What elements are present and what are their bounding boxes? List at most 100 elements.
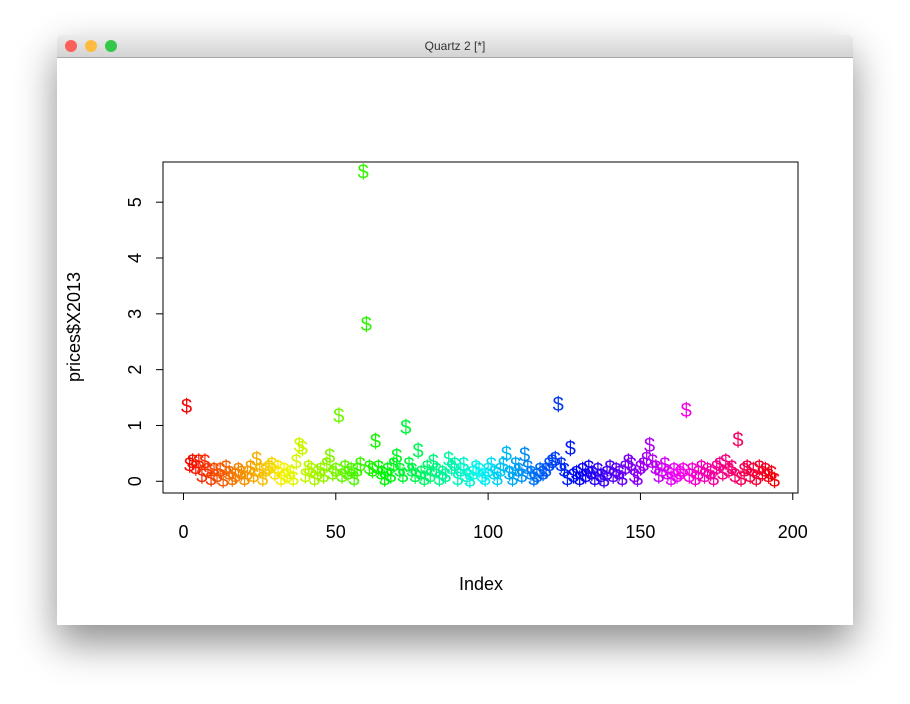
point: $ — [239, 468, 250, 490]
point: $ — [717, 463, 728, 485]
point: $ — [754, 457, 765, 479]
point: $ — [275, 468, 286, 490]
point: $ — [659, 455, 670, 477]
point: $ — [614, 463, 625, 485]
point: $ — [751, 468, 762, 490]
point: $ — [416, 463, 427, 485]
point: $ — [309, 468, 320, 490]
point: $ — [534, 460, 545, 482]
point: $ — [745, 466, 756, 488]
point: $ — [473, 460, 484, 482]
point: $ — [732, 429, 743, 451]
point: $ — [385, 466, 396, 488]
point: $ — [452, 468, 463, 490]
point: $ — [611, 460, 622, 482]
point: $ — [553, 394, 564, 416]
point: $ — [358, 161, 369, 183]
point: $ — [443, 449, 454, 471]
point: $ — [361, 314, 372, 336]
point: $ — [251, 449, 262, 471]
point: $ — [586, 463, 597, 485]
point: $ — [400, 417, 411, 439]
point: $ — [254, 460, 265, 482]
point: $ — [766, 463, 777, 485]
x-tick-label: 150 — [625, 522, 655, 542]
point: $ — [419, 468, 430, 490]
point: $ — [589, 468, 600, 490]
point: $ — [705, 463, 716, 485]
point: $ — [218, 470, 229, 492]
point: $ — [339, 457, 350, 479]
zoom-button[interactable] — [105, 40, 117, 52]
minimize-button[interactable] — [85, 40, 97, 52]
point: $ — [522, 457, 533, 479]
point: $ — [211, 466, 222, 488]
point: $ — [720, 452, 731, 474]
point: $ — [345, 460, 356, 482]
close-button[interactable] — [65, 40, 77, 52]
point: $ — [650, 457, 661, 479]
point: $ — [422, 457, 433, 479]
point: $ — [507, 468, 518, 490]
point: $ — [336, 466, 347, 488]
window-title: Quartz 2 [*] — [424, 39, 486, 53]
point: $ — [440, 466, 451, 488]
x-tick-label: 50 — [326, 522, 346, 542]
plot-box — [162, 161, 799, 494]
y-tick-label: 5 — [125, 197, 145, 207]
point: $ — [324, 446, 335, 468]
point: $ — [623, 452, 634, 474]
point: $ — [355, 455, 366, 477]
point: $ — [711, 457, 722, 479]
point: $ — [260, 460, 271, 482]
point: $ — [221, 457, 232, 479]
point: $ — [306, 460, 317, 482]
point: $ — [644, 435, 655, 457]
point: $ — [428, 452, 439, 474]
point: $ — [510, 455, 521, 477]
point: $ — [671, 466, 682, 488]
point: $ — [483, 460, 494, 482]
point: $ — [723, 460, 734, 482]
point: $ — [620, 457, 631, 479]
point: $ — [556, 455, 567, 477]
point: $ — [236, 463, 247, 485]
point: $ — [434, 468, 445, 490]
point: $ — [769, 470, 780, 492]
point: $ — [501, 443, 512, 465]
point: $ — [604, 457, 615, 479]
point: $ — [391, 446, 402, 468]
point: $ — [245, 457, 256, 479]
point: $ — [699, 466, 710, 488]
y-tick-label: 1 — [125, 420, 145, 430]
point: $ — [607, 466, 618, 488]
point: $ — [342, 463, 353, 485]
y-tick-label: 3 — [125, 309, 145, 319]
point: $ — [531, 466, 542, 488]
point: $ — [495, 460, 506, 482]
window: Quartz 2 [*] — [57, 35, 853, 625]
point: $ — [382, 460, 393, 482]
point: $ — [318, 466, 329, 488]
point: $ — [577, 460, 588, 482]
point: $ — [303, 457, 314, 479]
point: $ — [559, 460, 570, 482]
point: $ — [224, 463, 235, 485]
point: $ — [364, 457, 375, 479]
point: $ — [470, 457, 481, 479]
point: $ — [476, 466, 487, 488]
point: $ — [638, 455, 649, 477]
point: $ — [294, 435, 305, 457]
point: $ — [492, 468, 503, 490]
point: $ — [409, 466, 420, 488]
x-tick-label: 200 — [778, 522, 808, 542]
point: $ — [187, 452, 198, 474]
point: $ — [312, 463, 323, 485]
point: $ — [760, 460, 771, 482]
point: $ — [498, 455, 509, 477]
point: $ — [269, 463, 280, 485]
point: $ — [376, 463, 387, 485]
point: $ — [757, 463, 768, 485]
point: $ — [702, 460, 713, 482]
